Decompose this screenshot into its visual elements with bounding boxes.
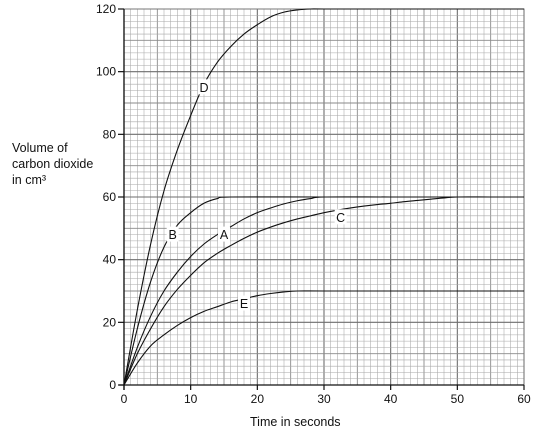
x-tick-label: 50 — [451, 392, 465, 406]
x-tick-label: 0 — [121, 392, 128, 406]
curve-label-d: D — [199, 81, 208, 95]
series-line-c — [123, 196, 524, 386]
series-line-a — [123, 196, 524, 386]
curve-label-a: A — [220, 228, 229, 242]
x-tick-label: 30 — [317, 392, 331, 406]
y-tick-label: 80 — [103, 127, 117, 141]
y-tick-label: 40 — [103, 253, 117, 267]
series-line-d — [123, 8, 524, 386]
y-axis-label: Volume of carbon dioxide in cm³ — [12, 140, 93, 188]
y-tick-label: 0 — [109, 378, 116, 392]
y-axis-label-line-2: carbon dioxide — [12, 157, 94, 171]
curve-label-bg-b — [166, 226, 179, 242]
curve-label-e: E — [240, 297, 248, 311]
y-tick-label: 120 — [96, 2, 116, 16]
curve-label-bg-d — [198, 79, 210, 95]
x-tick-label: 10 — [184, 392, 198, 406]
y-axis-label-line-1: Volume of — [12, 141, 68, 155]
x-tick-label: 40 — [384, 392, 398, 406]
x-axis-label: Time in seconds — [250, 415, 341, 429]
curve-label-bg-a — [218, 226, 230, 242]
y-axis-label-line-3: in cm³ — [12, 173, 47, 187]
y-tick-label: 100 — [96, 65, 116, 79]
chart-axes — [119, 9, 524, 390]
curve-label-b: B — [168, 228, 176, 242]
chart-ticks: 0 10 20 30 40 50 60 0 20 40 60 80 100 120 — [96, 2, 531, 406]
curve-label-bg-e — [238, 295, 250, 311]
y-tick-label: 20 — [103, 315, 117, 329]
x-tick-label: 60 — [517, 392, 531, 406]
curve-label-c: C — [336, 211, 345, 225]
chart-series — [123, 8, 524, 386]
x-tick-label: 20 — [251, 392, 265, 406]
chart-curve-labels: D B A C E — [166, 79, 347, 311]
y-tick-label: 60 — [103, 190, 117, 204]
curve-label-bg-c — [334, 209, 347, 225]
